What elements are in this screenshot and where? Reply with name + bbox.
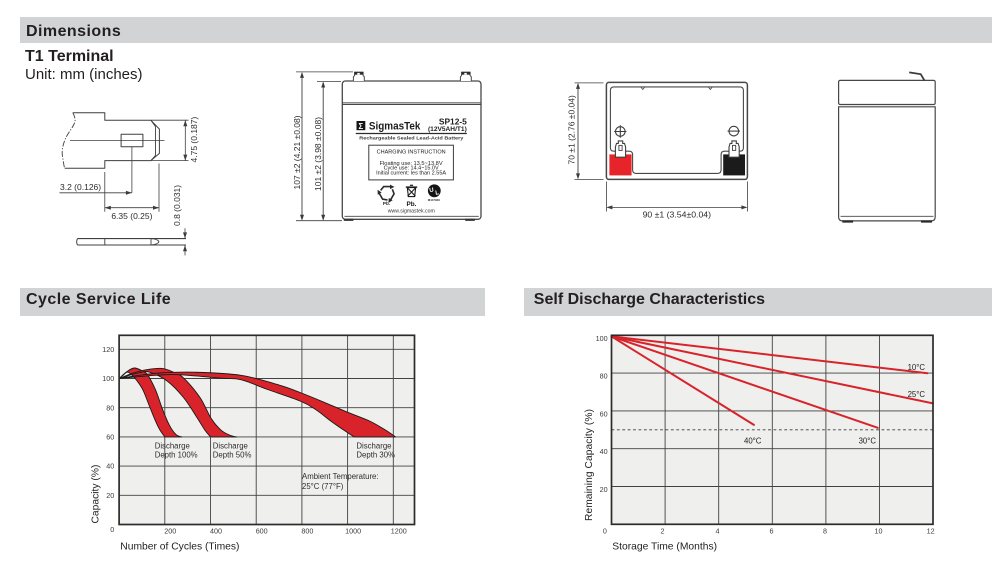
svg-text:www.sigmastek.com: www.sigmastek.com	[387, 208, 435, 214]
svg-text:2: 2	[661, 527, 665, 536]
svg-text:Depth 50%: Depth 50%	[213, 450, 252, 459]
svg-text:10°C: 10°C	[908, 363, 926, 372]
svg-text:0: 0	[603, 527, 607, 536]
svg-text:8: 8	[823, 527, 827, 536]
svg-text:100: 100	[102, 374, 114, 383]
svg-text:80: 80	[106, 403, 114, 412]
svg-text:101 ±2 (3.98 ±0.08): 101 ±2 (3.98 ±0.08)	[313, 117, 323, 191]
svg-text:100: 100	[596, 334, 608, 343]
svg-text:25°C (77°F): 25°C (77°F)	[302, 482, 344, 491]
svg-text:Discharge: Discharge	[356, 442, 391, 451]
svg-text:Σ: Σ	[359, 122, 364, 131]
svg-text:10: 10	[875, 527, 883, 536]
svg-text:40: 40	[106, 462, 114, 471]
svg-text:70 ±1 (2.76 ±0.04): 70 ±1 (2.76 ±0.04)	[567, 95, 577, 165]
svg-text:Discharge: Discharge	[155, 442, 190, 451]
svg-text:107 ±2 (4.21 ±0.08): 107 ±2 (4.21 ±0.08)	[292, 115, 302, 189]
svg-text:Depth 100%: Depth 100%	[155, 450, 198, 459]
svg-text:90 ±1 (3.54±0.04): 90 ±1 (3.54±0.04)	[643, 210, 712, 220]
svg-text:60: 60	[600, 409, 608, 418]
svg-text:60: 60	[106, 433, 114, 442]
svg-text:4.75 (0.187): 4.75 (0.187)	[189, 116, 199, 162]
svg-text:(12V5AH/T1): (12V5AH/T1)	[428, 126, 467, 133]
svg-text:Discharge: Discharge	[213, 442, 248, 451]
svg-text:600: 600	[256, 527, 268, 536]
svg-text:1000: 1000	[345, 527, 361, 536]
svg-text:Rechargeable Sealed Lead-Acid: Rechargeable Sealed Lead-Acid Battery	[359, 135, 463, 141]
svg-text:Floating use: 13.5~13.8V: Floating use: 13.5~13.8V	[380, 161, 443, 167]
svg-text:80: 80	[600, 372, 608, 381]
svg-text:25°C: 25°C	[908, 390, 926, 399]
svg-text:12: 12	[927, 527, 935, 536]
svg-text:SP12-5: SP12-5	[439, 117, 467, 127]
svg-text:M447929: M447929	[428, 198, 440, 202]
svg-text:0: 0	[110, 525, 114, 534]
svg-text:3.2 (0.126): 3.2 (0.126)	[60, 182, 101, 192]
svg-text:800: 800	[301, 527, 313, 536]
svg-text:40: 40	[600, 447, 608, 456]
svg-text:Pb.: Pb.	[383, 201, 390, 206]
svg-text:20: 20	[600, 485, 608, 494]
svg-text:Capacity (%): Capacity (%)	[90, 465, 101, 524]
svg-text:Cycle use: 14.4~15.0V: Cycle use: 14.4~15.0V	[384, 166, 439, 172]
svg-text:Pb.: Pb.	[407, 201, 417, 208]
svg-text:U: U	[429, 187, 434, 194]
svg-text:40°C: 40°C	[744, 437, 762, 446]
svg-text:6.35 (0.25): 6.35 (0.25)	[111, 211, 152, 221]
svg-text:200: 200	[164, 527, 176, 536]
svg-text:SigmasTek: SigmasTek	[369, 120, 421, 132]
svg-text:Remaining Capacity (%): Remaining Capacity (%)	[584, 409, 595, 521]
svg-text:Number of Cycles (Times): Number of Cycles (Times)	[120, 541, 239, 552]
svg-text:120: 120	[102, 345, 114, 354]
svg-text:6: 6	[770, 527, 774, 536]
svg-text:Storage Time (Months): Storage Time (Months)	[612, 541, 717, 552]
svg-text:1200: 1200	[391, 527, 407, 536]
svg-text:CHARGING INSTRUCTION: CHARGING INSTRUCTION	[377, 149, 446, 155]
svg-text:Depth 30%: Depth 30%	[356, 450, 395, 459]
svg-text:20: 20	[106, 491, 114, 500]
svg-text:400: 400	[210, 527, 222, 536]
svg-text:Ambient Temperature:: Ambient Temperature:	[302, 472, 379, 481]
svg-text:L: L	[435, 190, 440, 197]
svg-text:30°C: 30°C	[859, 437, 877, 446]
svg-text:0.8 (0.031): 0.8 (0.031)	[172, 185, 182, 226]
svg-text:Initial current: les than 2.55: Initial current: les than 2.55A	[376, 171, 446, 177]
svg-text:4: 4	[716, 527, 720, 536]
